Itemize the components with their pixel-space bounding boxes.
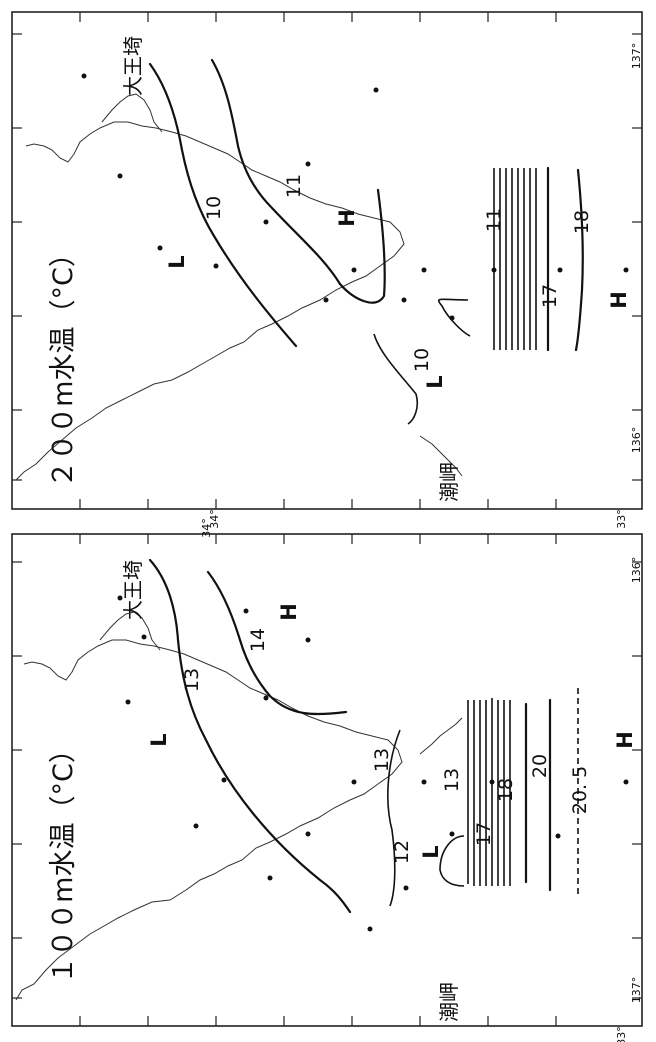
high-marker: H bbox=[607, 291, 631, 309]
cape-label-shionomisaki: 潮岬 bbox=[437, 462, 461, 502]
panel-title: １００m水温（°C） bbox=[48, 736, 79, 984]
contour-label: 14 bbox=[247, 628, 269, 652]
lat-label-top: 34° bbox=[200, 518, 213, 538]
contour-label: 13 bbox=[181, 668, 203, 692]
contour-label: 20. 5 bbox=[569, 766, 591, 814]
cape-label-daiozaki: 大王埼 bbox=[121, 36, 145, 96]
contour-label: 13 bbox=[371, 748, 393, 772]
lat-label-bottom: 33° bbox=[615, 509, 628, 529]
coastline bbox=[15, 639, 403, 1001]
high-marker: H bbox=[277, 603, 301, 621]
lon-label-left: 136° bbox=[630, 427, 643, 454]
low-marker: L bbox=[419, 845, 443, 858]
cape-label-daiozaki: 大王埼 bbox=[121, 560, 145, 620]
high-marker: H bbox=[335, 209, 359, 227]
cape-label-shionomisaki: 潮岬 bbox=[437, 982, 461, 1022]
panel-title: ２００m水温（°C） bbox=[48, 240, 79, 488]
coastline bbox=[15, 121, 405, 481]
panel-100m: 34° 33° 136° 137° bbox=[11, 518, 643, 1042]
graticule-ticks bbox=[12, 12, 642, 509]
station-dots bbox=[81, 73, 629, 321]
contour-label: 18 bbox=[571, 210, 593, 234]
map-frame bbox=[11, 11, 643, 510]
lat-label-bottom: 33° bbox=[615, 1026, 628, 1042]
station-dots bbox=[117, 595, 629, 932]
isotherms bbox=[148, 58, 584, 425]
map-frame bbox=[11, 533, 643, 1027]
panel-200m: 34° 33° 136° 137° 10 bbox=[11, 11, 643, 529]
contour-label: 10 bbox=[203, 196, 225, 220]
lat-label-top: 34° bbox=[208, 509, 221, 529]
contour-label: 17 bbox=[473, 822, 495, 846]
contour-label: 20 bbox=[529, 754, 551, 778]
lon-label-left: 136° bbox=[630, 557, 643, 584]
contour-label: 12 bbox=[391, 840, 413, 864]
lon-label-right: 137° bbox=[630, 43, 643, 70]
high-marker: H bbox=[613, 731, 637, 749]
isotherms bbox=[148, 558, 579, 914]
low-marker: L bbox=[165, 255, 189, 268]
coastline-inlets bbox=[101, 93, 463, 477]
contour-label: 10 bbox=[411, 348, 433, 372]
low-marker: L bbox=[423, 375, 447, 388]
low-marker: L bbox=[147, 733, 171, 746]
contour-label: 13 bbox=[441, 768, 463, 792]
contour-label: 17 bbox=[539, 284, 561, 308]
lon-label-right: 137° bbox=[630, 977, 643, 1004]
contour-label: 18 bbox=[495, 778, 517, 802]
graticule-ticks bbox=[12, 534, 642, 1026]
contour-label: 11 bbox=[483, 208, 505, 232]
contour-label: 11 bbox=[283, 174, 305, 198]
coastline-inlets bbox=[99, 611, 463, 755]
